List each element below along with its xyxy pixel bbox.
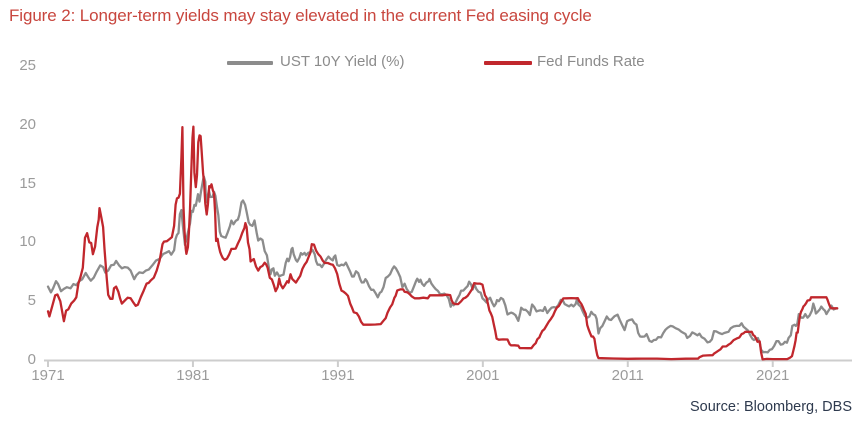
y-axis-label: 5	[27, 292, 36, 310]
chart-title: Figure 2: Longer-term yields may stay el…	[9, 6, 592, 25]
x-axis-label: 1991	[321, 367, 355, 384]
fed-funds-line	[46, 125, 839, 361]
x-axis-label: 2021	[756, 367, 790, 384]
x-axis-label: 1981	[176, 367, 210, 384]
source-note: Source: Bloomberg, DBS	[690, 399, 852, 415]
y-axis-label: 15	[19, 174, 36, 192]
legend-item-fed-funds: Fed Funds Rate	[537, 53, 645, 70]
fed-funds-line-swatch	[484, 61, 532, 65]
ust10y-line-swatch	[227, 61, 273, 65]
x-axis-label: 1971	[31, 367, 65, 384]
x-axis-label: 2001	[466, 367, 500, 384]
y-axis-label: 20	[19, 115, 36, 133]
legend-item-ust10y: UST 10Y Yield (%)	[280, 53, 405, 70]
y-axis-label: 10	[19, 233, 36, 251]
x-axis-label: 2011	[611, 367, 644, 384]
y-axis-label: 25	[19, 57, 36, 74]
y-axis-label: 0	[27, 351, 36, 368]
ust10y-line	[46, 175, 839, 354]
